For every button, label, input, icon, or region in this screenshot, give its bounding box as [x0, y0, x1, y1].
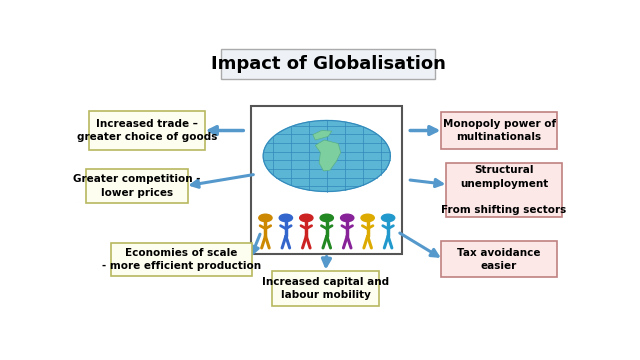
Circle shape: [300, 214, 313, 222]
FancyBboxPatch shape: [446, 163, 563, 217]
FancyBboxPatch shape: [86, 169, 188, 203]
FancyBboxPatch shape: [441, 242, 557, 278]
Circle shape: [279, 214, 292, 222]
Circle shape: [320, 214, 333, 222]
Text: Increased capital and
labour mobility: Increased capital and labour mobility: [262, 277, 389, 300]
Circle shape: [361, 214, 374, 222]
Text: Structural
unemployment

From shifting sectors: Structural unemployment From shifting se…: [442, 165, 566, 215]
Circle shape: [259, 214, 272, 222]
FancyBboxPatch shape: [441, 112, 557, 149]
Text: Tax avoidance
easier: Tax avoidance easier: [458, 248, 541, 271]
Text: Monopoly power of
multinationals: Monopoly power of multinationals: [442, 119, 556, 142]
FancyBboxPatch shape: [251, 105, 403, 254]
FancyBboxPatch shape: [272, 271, 379, 306]
Polygon shape: [316, 140, 340, 171]
Circle shape: [340, 214, 354, 222]
Polygon shape: [313, 130, 332, 140]
Circle shape: [381, 214, 395, 222]
Text: Greater competition -
lower prices: Greater competition - lower prices: [74, 174, 201, 198]
Circle shape: [263, 121, 390, 192]
FancyBboxPatch shape: [89, 111, 205, 150]
Text: Impact of Globalisation: Impact of Globalisation: [211, 55, 445, 73]
FancyBboxPatch shape: [111, 243, 252, 276]
Text: Economies of scale
- more efficient production: Economies of scale - more efficient prod…: [102, 248, 261, 271]
FancyBboxPatch shape: [221, 49, 435, 79]
Text: Increased trade –
greater choice of goods: Increased trade – greater choice of good…: [77, 119, 217, 142]
